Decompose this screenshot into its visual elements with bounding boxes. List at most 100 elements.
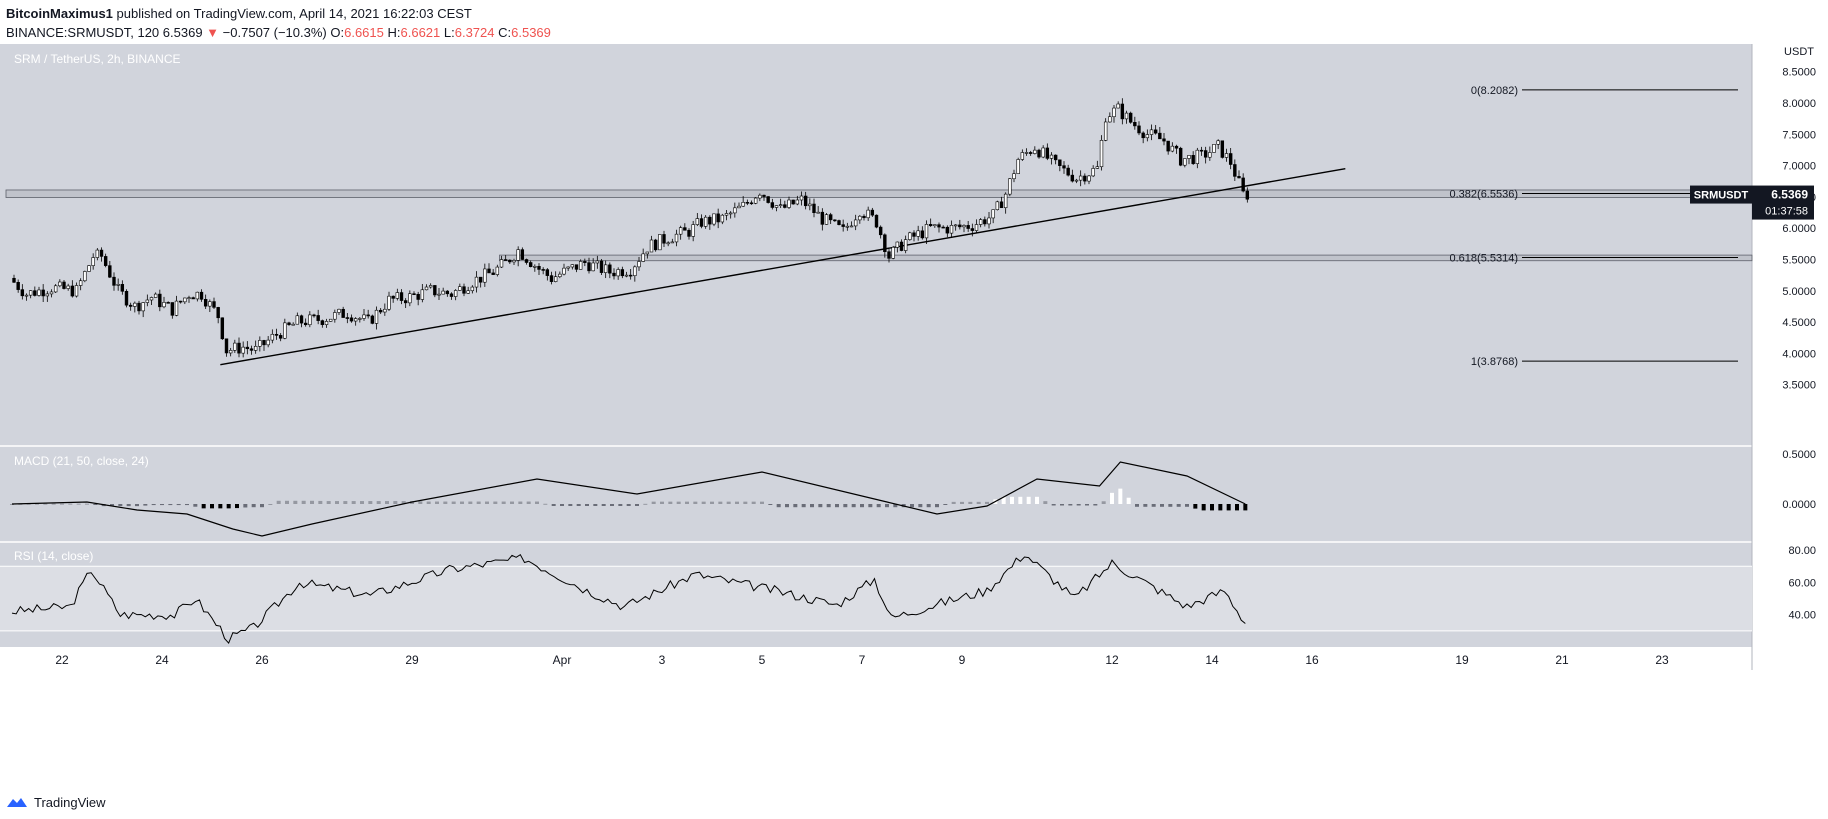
- low-value: 6.3724: [454, 25, 495, 40]
- candle-body: [1183, 158, 1187, 166]
- macd-histogram-bar: [143, 504, 148, 506]
- candle-body: [1078, 175, 1083, 181]
- candle-body: [1178, 147, 1183, 166]
- author-name[interactable]: BitcoinMaximus1: [6, 6, 113, 21]
- candle-body: [795, 199, 800, 205]
- macd-histogram-bar: [768, 504, 773, 505]
- macd-histogram-bar: [735, 501, 739, 504]
- candle-body: [487, 268, 491, 274]
- macd-histogram-bar: [701, 501, 706, 504]
- candle-body: [541, 269, 545, 271]
- symbol-ohlc-line: BINANCE:SRMUSDT, 120 6.5369 ▼ −0.7507 (−…: [6, 23, 1816, 42]
- macd-histogram-bar: [418, 501, 423, 504]
- footer: TradingView: [6, 792, 106, 812]
- macd-histogram-bar: [610, 504, 614, 506]
- candle-body: [1224, 153, 1229, 158]
- price-axis-tick: 5.0000: [1782, 286, 1816, 298]
- time-axis-tick: Apr: [553, 653, 572, 667]
- candle-body: [708, 216, 712, 225]
- macd-histogram-bar: [585, 504, 589, 506]
- candle-body: [216, 307, 220, 319]
- macd-histogram-bar: [626, 504, 631, 506]
- candle-body: [828, 214, 833, 221]
- candle-body: [103, 256, 108, 266]
- candle-body: [28, 290, 33, 296]
- candle-body: [508, 259, 512, 263]
- macd-histogram-bar: [1051, 504, 1056, 506]
- candle-body: [1199, 149, 1204, 152]
- candle-body: [937, 224, 941, 228]
- candle-body: [695, 218, 700, 225]
- macd-histogram-bar: [1001, 496, 1006, 504]
- macd-histogram-bar: [1118, 488, 1123, 504]
- macd-histogram-bar: [1151, 504, 1156, 507]
- candle-body: [983, 219, 987, 225]
- macd-histogram-bar: [68, 503, 73, 505]
- candle-body: [278, 335, 283, 339]
- macd-histogram-bar: [110, 504, 114, 507]
- macd-histogram-bar: [710, 501, 714, 504]
- tradingview-logo-icon[interactable]: [6, 795, 28, 809]
- macd-histogram-bar: [276, 500, 281, 504]
- candle-body: [1245, 190, 1250, 200]
- time-axis-tick: 12: [1105, 653, 1119, 667]
- candle-body: [1153, 129, 1158, 134]
- macd-histogram-bar: [876, 504, 881, 508]
- candle-body: [774, 205, 779, 208]
- macd-histogram-bar: [1101, 501, 1106, 504]
- macd-histogram-bar: [218, 504, 223, 509]
- candle-body: [162, 302, 166, 308]
- macd-histogram-bar: [285, 500, 289, 504]
- candle-body: [978, 219, 983, 225]
- publish-info: published on TradingView.com, April 14, …: [116, 6, 472, 21]
- candle-body: [1149, 129, 1154, 135]
- candle-body: [991, 209, 995, 219]
- macd-histogram-bar: [451, 501, 456, 504]
- candle-body: [287, 322, 291, 325]
- candle-body: [324, 321, 329, 325]
- candle-body: [391, 295, 395, 299]
- macd-histogram-bar: [176, 504, 181, 506]
- candle-body: [762, 194, 766, 197]
- candle-body: [841, 224, 845, 227]
- high-label: H:: [387, 25, 401, 40]
- candle-body: [849, 225, 854, 228]
- price-axis-tick: 8.5000: [1782, 67, 1816, 79]
- fib-level-label: 0(8.2082): [1471, 85, 1518, 97]
- candle-body: [16, 282, 20, 290]
- price-axis-tick: 8.0000: [1782, 98, 1816, 110]
- candle-body: [620, 269, 625, 277]
- macd-histogram-bar: [526, 501, 531, 504]
- candle-body: [258, 340, 262, 347]
- candle-body: [462, 286, 466, 294]
- candle-body: [758, 194, 762, 199]
- macd-histogram-bar: [126, 504, 131, 507]
- candle-body: [495, 266, 500, 275]
- candle-body: [1087, 175, 1091, 182]
- macd-histogram-bar: [368, 501, 373, 504]
- candle-body: [895, 241, 900, 248]
- candle-body: [141, 302, 145, 312]
- candle-body: [1020, 152, 1025, 160]
- candle-body: [387, 295, 391, 310]
- macd-histogram-bar: [476, 501, 481, 504]
- candle-body: [891, 246, 895, 259]
- open-label: O:: [330, 25, 345, 40]
- candle-body: [245, 346, 250, 350]
- candle-body: [416, 293, 420, 300]
- candle-body: [1145, 134, 1150, 139]
- candle-body: [470, 286, 475, 292]
- candle-body: [1058, 159, 1062, 166]
- macd-histogram-bar: [510, 501, 514, 504]
- footer-brand: TradingView: [34, 794, 106, 810]
- candle-body: [333, 312, 337, 320]
- macd-histogram-bar: [293, 500, 298, 504]
- candle-body: [953, 224, 958, 227]
- macd-histogram-bar: [201, 504, 206, 509]
- macd-histogram-bar: [518, 501, 523, 504]
- macd-histogram-bar: [1243, 504, 1248, 511]
- candle-body: [420, 289, 425, 300]
- candle-body: [683, 227, 687, 231]
- chart-canvas[interactable]: USDT8.50008.00007.50007.00006.50006.0000…: [0, 44, 1828, 784]
- macd-histogram-bar: [268, 504, 273, 505]
